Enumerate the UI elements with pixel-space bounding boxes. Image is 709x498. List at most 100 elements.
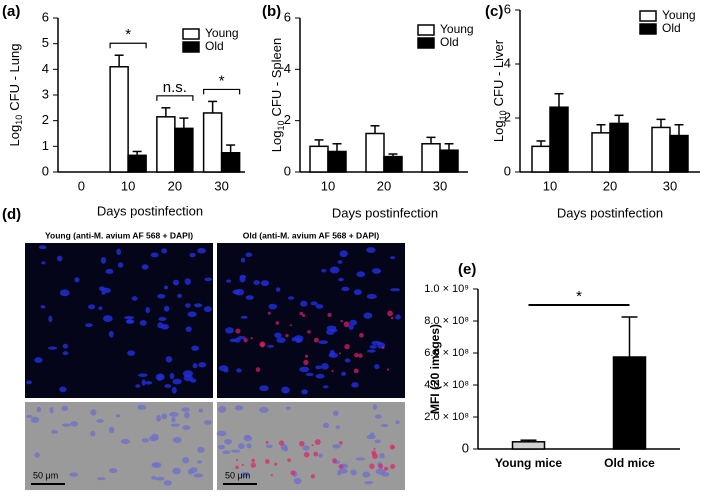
signal (339, 440, 343, 445)
legend-swatch (417, 24, 435, 36)
signal (278, 440, 285, 446)
micrograph (25, 243, 213, 398)
panel-label: (b) (262, 3, 281, 20)
signal (314, 439, 321, 446)
image-title: Old (anti-M. avium AF 568 + DAPI) (243, 230, 380, 240)
nucleus (34, 452, 40, 458)
nucleus (164, 384, 172, 388)
signal (250, 337, 253, 340)
signal (302, 313, 306, 318)
nucleus (286, 406, 291, 411)
nucleus (191, 345, 200, 351)
legend-label: Old (440, 35, 459, 49)
nucleus (380, 423, 389, 428)
signal (287, 458, 292, 463)
nucleus (243, 435, 253, 442)
nucleus (97, 477, 106, 481)
nucleus (315, 373, 325, 379)
y-axis-label: MFI (20 images) (428, 324, 442, 414)
nucleus (322, 385, 329, 389)
y-axis-label: Log10 CFU - Spleen (269, 38, 286, 152)
x-tick-label: 10 (543, 178, 557, 193)
signal (303, 359, 309, 366)
y-tick-label: 4 (42, 61, 49, 76)
scale-label: 50 μm (33, 470, 58, 480)
scale-label: 50 μm (225, 470, 250, 480)
panel-label: (a) (2, 3, 20, 20)
nucleus (315, 365, 322, 370)
nucleus (222, 450, 231, 455)
nucleus (362, 471, 371, 478)
nucleus (161, 413, 168, 420)
signal (327, 312, 332, 317)
nucleus (108, 330, 114, 338)
y-tick-label: 4.0 × 10⁸ (424, 379, 469, 391)
nucleus (169, 372, 175, 380)
legend-swatch (639, 10, 657, 22)
nucleus (182, 370, 193, 378)
nucleus (355, 457, 366, 461)
nucleus (141, 438, 150, 443)
nucleus (172, 279, 180, 286)
nucleus (151, 462, 160, 467)
nucleus (137, 404, 147, 410)
nucleus (291, 337, 296, 342)
nucleus (293, 477, 302, 485)
signal (343, 321, 350, 328)
signal (340, 319, 343, 323)
nucleus (280, 443, 288, 451)
y-label-rest: CFU - Lung (7, 44, 22, 111)
nucleus (155, 476, 165, 481)
nucleus (131, 296, 138, 301)
bracket (109, 42, 147, 49)
signal (304, 354, 309, 358)
nucleus (332, 444, 341, 449)
nucleus (217, 444, 225, 450)
nucleus (185, 303, 191, 308)
nucleus (138, 373, 148, 378)
nucleus (170, 423, 181, 427)
signal (303, 451, 310, 458)
signal (285, 334, 289, 338)
nucleus (69, 472, 79, 477)
y-tick-label: 0 (504, 163, 511, 178)
nucleus (172, 378, 182, 385)
nucleus (198, 362, 207, 368)
nucleus (26, 415, 33, 419)
nucleus (158, 316, 167, 321)
nucleus (61, 405, 69, 412)
nucleus (366, 293, 377, 300)
nucleus (315, 304, 324, 309)
nucleus (61, 423, 71, 427)
y-tick-label: 6 (284, 9, 291, 24)
signal (371, 450, 377, 456)
nucleus (294, 335, 304, 342)
signal (387, 310, 393, 317)
nucleus (230, 449, 241, 453)
signal (384, 466, 389, 471)
nucleus (367, 349, 376, 353)
nucleus (135, 384, 141, 388)
nucleus (145, 381, 153, 385)
nucleus (156, 414, 161, 422)
nucleus (59, 289, 70, 297)
bar (220, 152, 241, 173)
nucleus (203, 420, 212, 425)
signal (390, 316, 394, 320)
signal (369, 463, 375, 470)
legend-label: Old (205, 39, 224, 53)
nucleus (193, 473, 204, 478)
bar (669, 134, 689, 173)
nucleus (321, 363, 329, 370)
signal (290, 470, 296, 476)
nucleus (236, 368, 242, 373)
nucleus (339, 250, 348, 258)
signal (275, 321, 279, 325)
nucleus (109, 468, 118, 474)
nucleus (390, 256, 396, 260)
signal (260, 342, 265, 347)
x-tick-label: Young mice (495, 456, 562, 470)
signal (390, 464, 396, 469)
nucleus (177, 293, 183, 298)
nucleus (184, 411, 190, 419)
